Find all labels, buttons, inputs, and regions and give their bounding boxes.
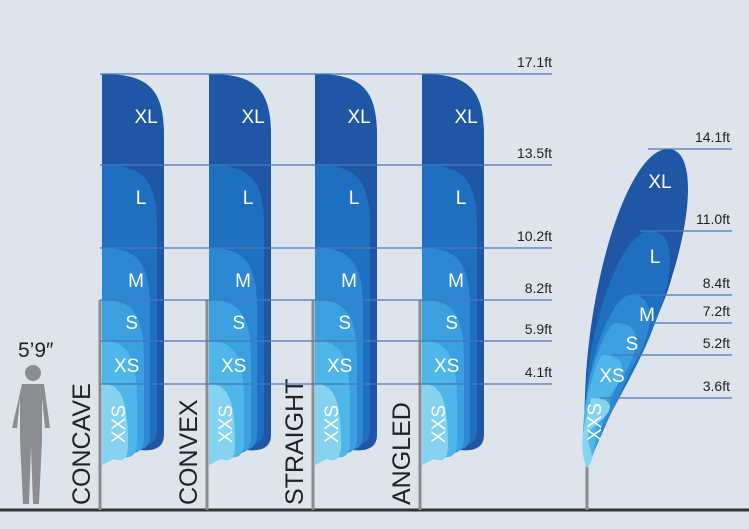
size-label: XL xyxy=(241,107,264,128)
size-label: XL xyxy=(134,107,157,128)
size-label: L xyxy=(243,188,254,209)
size-label: L xyxy=(456,188,467,209)
drop-size-label: XL xyxy=(648,172,671,193)
drop-height-label: 14.1ft xyxy=(695,129,730,145)
drop-size-label: S xyxy=(626,334,639,355)
person-height: 5’9″ xyxy=(18,339,54,362)
person xyxy=(12,365,50,504)
flag-5 xyxy=(315,384,341,465)
size-label: XS xyxy=(221,356,246,377)
drop-height-label: 11.0ft xyxy=(696,211,730,227)
flag-pole xyxy=(311,300,315,510)
flag-pole xyxy=(98,300,102,510)
flag-pole xyxy=(418,300,422,510)
flag-5 xyxy=(102,384,128,465)
size-label: XS xyxy=(327,356,352,377)
drop-height-label: 3.6ft xyxy=(703,378,730,394)
size-label: XL xyxy=(347,107,370,128)
size-label: L xyxy=(349,188,360,209)
flag-5 xyxy=(209,384,235,465)
height-label: 17.1ft xyxy=(517,54,552,70)
height-label: 13.5ft xyxy=(517,145,552,161)
flag-pole xyxy=(205,300,209,510)
size-label: XXS xyxy=(109,405,130,443)
size-label: M xyxy=(235,271,251,292)
size-label: S xyxy=(445,313,458,334)
shape-label: CONCAVE xyxy=(68,383,96,505)
flag-pole xyxy=(585,440,589,510)
drop-flag-4 xyxy=(582,355,622,468)
shape-label: STRAIGHT xyxy=(281,379,309,505)
height-label: 10.2ft xyxy=(517,228,552,244)
size-label: XXS xyxy=(429,405,450,443)
drop-height-label: 7.2ft xyxy=(703,303,730,319)
size-label: XXS xyxy=(322,405,343,443)
drop-height-label: 8.4ft xyxy=(703,275,730,291)
size-label: XXS xyxy=(216,405,237,443)
drop-size-label: L xyxy=(650,247,661,268)
height-label: 8.2ft xyxy=(525,280,552,296)
size-label: S xyxy=(125,313,138,334)
shape-label: CONVEX xyxy=(175,399,203,505)
size-label: S xyxy=(232,313,245,334)
drop-size-label: M xyxy=(639,305,655,326)
size-label: M xyxy=(341,271,357,292)
flag-5 xyxy=(422,384,448,465)
shape-label: ANGLED xyxy=(388,402,416,505)
drop-size-label: XXS xyxy=(585,403,606,441)
drop-height-label: 5.2ft xyxy=(703,335,730,351)
size-label: S xyxy=(338,313,351,334)
drop-flag-5 xyxy=(582,398,610,468)
size-label: L xyxy=(136,188,147,209)
height-label: 5.9ft xyxy=(525,321,552,337)
size-label: XS xyxy=(114,356,139,377)
size-label: XS xyxy=(434,356,459,377)
height-label: 4.1ft xyxy=(525,364,552,380)
drop-size-label: XS xyxy=(599,366,624,387)
size-label: M xyxy=(128,271,144,292)
size-label: XL xyxy=(454,107,477,128)
size-label: M xyxy=(448,271,464,292)
